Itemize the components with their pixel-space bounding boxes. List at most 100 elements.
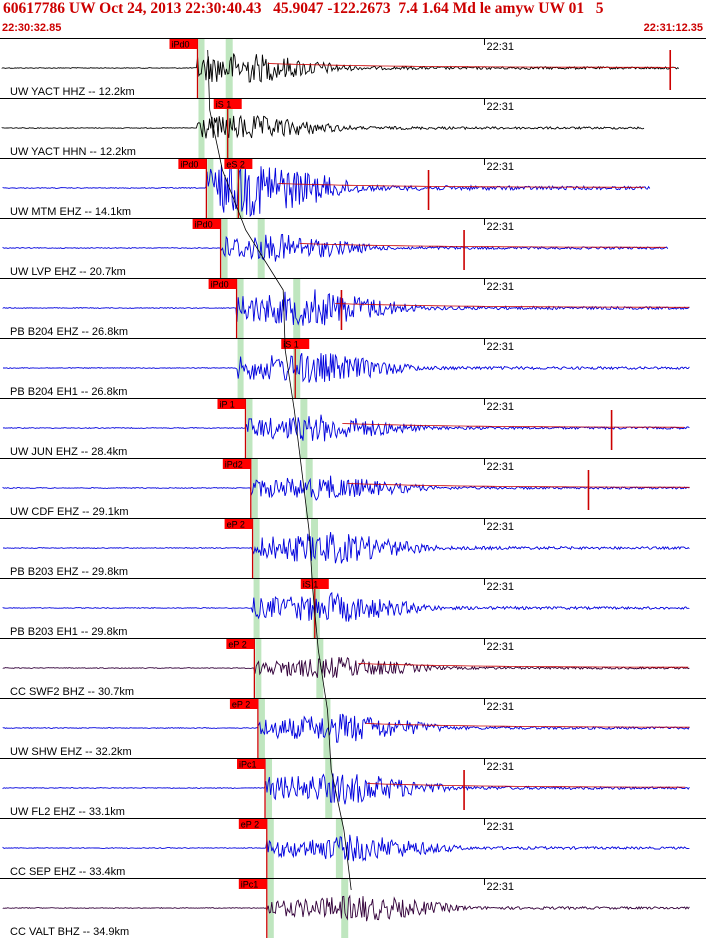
- pick-label: eP 2: [232, 700, 250, 710]
- p-gate-band: [255, 639, 262, 698]
- trace-panel: iPc1 22:31 UW FL2 EHZ -- 33.1km: [0, 758, 706, 818]
- s-gate-band: [325, 759, 333, 818]
- waveform: [1, 114, 645, 139]
- waveform: [2, 163, 651, 218]
- p-gate-band: [258, 699, 265, 758]
- minute-label: 22:31: [487, 521, 515, 533]
- event-title: 60617786 UW Oct 24, 2013 22:30:40.43 45.…: [3, 0, 604, 17]
- pick-box: [229, 699, 258, 709]
- pick-label: eP 2: [227, 520, 245, 530]
- minute-label: 22:31: [487, 761, 515, 773]
- trace-panel: iS 1 22:31 UW YACT HHN -- 12.2km: [0, 98, 706, 158]
- p-gate-band: [237, 279, 244, 338]
- trace-panel: iS 1 22:31 PB B203 EH1 -- 29.8km: [0, 578, 706, 638]
- minute-label: 22:31: [487, 581, 515, 593]
- pick-box: [213, 99, 242, 109]
- pick-box: [208, 279, 237, 289]
- pick-box: [237, 759, 266, 769]
- waveform: [2, 656, 690, 679]
- trace-panel: eP 2 22:31 CC SEP EHZ -- 33.4km: [0, 818, 706, 878]
- pick-label: iS 1: [303, 580, 319, 590]
- p-gate-band: [198, 99, 205, 158]
- pick-label: iS 1: [283, 340, 299, 350]
- waveform: [1, 53, 680, 83]
- pick-label: eS 2: [226, 160, 245, 170]
- minute-label: 22:31: [487, 101, 515, 113]
- trace-panel: eP 2 22:31 UW SHW EHZ -- 32.2km: [0, 698, 706, 758]
- waveform: [2, 713, 690, 743]
- pick-box: [169, 39, 198, 49]
- s-travel-curve: [207, 49, 352, 891]
- pick-label: iPc1: [239, 760, 257, 770]
- s-gate-band: [323, 699, 331, 758]
- trace-panel: iPd0 22:31 UW YACT HHZ -- 12.2km: [0, 38, 706, 98]
- station-label: PB B203 EHZ -- 29.8km: [10, 566, 128, 578]
- p-gate-band: [253, 519, 260, 578]
- pick-label: iPd0: [195, 220, 213, 230]
- pick-label: eP 2: [241, 820, 259, 830]
- station-label: PB B204 EHZ -- 26.8km: [10, 326, 128, 338]
- s-gate-band: [311, 519, 319, 578]
- station-label: UW MTM EHZ -- 14.1km: [10, 206, 131, 218]
- coda-curve: [299, 243, 666, 248]
- pick-box: [178, 159, 207, 169]
- p-gate-band: [221, 219, 228, 278]
- pick-label: iPc1: [241, 880, 259, 890]
- waveform: [2, 475, 690, 501]
- pick-box: [224, 159, 253, 169]
- station-label: UW YACT HHN -- 12.2km: [10, 146, 136, 158]
- station-label: UW JUN EHZ -- 28.4km: [10, 446, 127, 458]
- pick-box: [217, 399, 246, 409]
- station-label: UW FL2 EHZ -- 33.1km: [10, 806, 125, 818]
- pick-label: iPd0: [180, 160, 198, 170]
- p-gate-band: [251, 459, 258, 518]
- s-gate-band: [293, 279, 301, 338]
- coda-curve: [358, 663, 689, 668]
- station-label: PB B204 EH1 -- 26.8km: [10, 386, 127, 398]
- station-label: UW CDF EHZ -- 29.1km: [10, 506, 129, 518]
- pick-label: iS 1: [216, 100, 232, 110]
- pick-box: [226, 639, 255, 649]
- minute-label: 22:31: [487, 281, 515, 293]
- pick-label: iPd0: [171, 40, 189, 50]
- station-label: UW LVP EHZ -- 20.7km: [10, 266, 126, 278]
- station-label: PB B203 EH1 -- 29.8km: [10, 626, 127, 638]
- coda-curve: [347, 483, 690, 488]
- p-gate-band: [246, 399, 253, 458]
- waveform: [2, 773, 690, 805]
- waveform: [2, 414, 690, 442]
- trace-panel: iPc1 22:31 CC VALT BHZ -- 34.9km: [0, 878, 706, 938]
- waveform: [2, 233, 669, 262]
- minute-label: 22:31: [487, 41, 515, 53]
- s-gate-band: [316, 639, 324, 698]
- waveform: [3, 353, 690, 383]
- minute-label: 22:31: [487, 701, 515, 713]
- waveform: [3, 532, 690, 564]
- coda-curve: [335, 303, 690, 308]
- pick-box: [192, 219, 221, 229]
- p-gate-band: [253, 579, 260, 638]
- header: 60617786 UW Oct 24, 2013 22:30:40.43 45.…: [0, 0, 706, 38]
- trace-panel: iPd0 eS 2 22:31 UW MTM EHZ -- 14.1km: [0, 158, 706, 218]
- minute-label: 22:31: [487, 881, 515, 893]
- pick-box: [281, 339, 310, 349]
- p-gate-band: [207, 159, 214, 218]
- trace-panels: iPd0 22:31 UW YACT HHZ -- 12.2km iS 1 22:31 U…: [0, 38, 706, 938]
- trace-panel: eP 2 22:31 CC SWF2 BHZ -- 30.7km: [0, 638, 706, 698]
- trace-panel: iP 1 22:31 UW JUN EHZ -- 28.4km: [0, 398, 706, 458]
- p-gate-band: [267, 819, 274, 878]
- minute-label: 22:31: [487, 401, 515, 413]
- pick-box: [224, 519, 253, 529]
- trace-panel: iPd0 22:31 UW LVP EHZ -- 20.7km: [0, 218, 706, 278]
- coda-curve: [278, 183, 645, 188]
- waveform: [2, 834, 690, 862]
- minute-label: 22:31: [487, 221, 515, 233]
- coda-curve: [365, 723, 690, 728]
- s-gate-band: [305, 459, 313, 518]
- pick-box: [238, 879, 267, 889]
- p-gate-band: [237, 339, 244, 398]
- pick-label: eP 2: [228, 640, 246, 650]
- seismogram-plot: iPd0 22:31 UW YACT HHZ -- 12.2km iS 1 22:31 U…: [0, 38, 706, 938]
- minute-label: 22:31: [487, 161, 515, 173]
- waveform: [2, 289, 690, 326]
